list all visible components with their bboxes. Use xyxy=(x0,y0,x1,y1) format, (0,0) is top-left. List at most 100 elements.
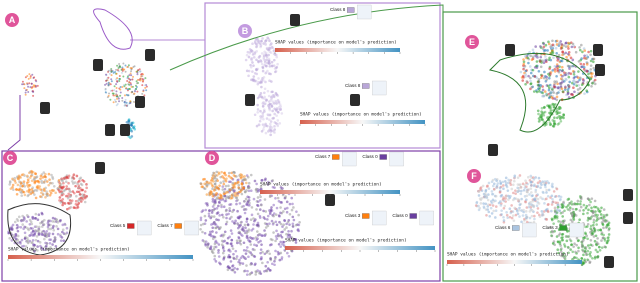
point xyxy=(212,198,215,201)
point xyxy=(600,207,603,210)
point xyxy=(586,225,589,228)
point xyxy=(231,182,234,185)
point xyxy=(603,216,606,219)
point xyxy=(256,237,259,240)
point xyxy=(203,240,206,243)
point xyxy=(261,114,264,117)
point xyxy=(249,240,252,243)
point xyxy=(281,256,284,259)
point xyxy=(282,194,285,197)
point xyxy=(557,206,560,209)
point xyxy=(42,230,45,233)
point xyxy=(495,205,498,208)
point xyxy=(214,183,217,186)
point xyxy=(531,86,534,89)
class-swatch xyxy=(332,155,339,160)
point xyxy=(229,250,232,253)
point xyxy=(32,95,34,97)
point xyxy=(492,210,495,213)
shap-thumbnail xyxy=(390,152,404,166)
point xyxy=(499,191,502,194)
point xyxy=(582,213,585,216)
point xyxy=(588,204,591,207)
point xyxy=(204,244,207,247)
point xyxy=(264,102,267,105)
point xyxy=(567,84,570,87)
point xyxy=(539,115,542,118)
point xyxy=(225,197,228,200)
point xyxy=(506,214,509,217)
point xyxy=(601,231,604,234)
point xyxy=(28,82,30,84)
point xyxy=(606,224,609,227)
point xyxy=(28,78,30,80)
point xyxy=(491,193,494,196)
point xyxy=(218,184,221,187)
point xyxy=(530,191,533,194)
point xyxy=(244,270,247,273)
class-swatch xyxy=(560,226,567,231)
point xyxy=(35,197,38,200)
point xyxy=(515,198,518,201)
item-icon xyxy=(505,44,515,56)
point xyxy=(554,82,557,85)
point xyxy=(215,171,218,174)
point xyxy=(541,107,544,110)
point xyxy=(273,260,276,263)
point xyxy=(116,98,118,100)
point xyxy=(46,242,49,245)
point xyxy=(601,246,604,249)
point xyxy=(245,189,248,192)
point xyxy=(513,180,516,183)
point xyxy=(510,183,513,186)
point xyxy=(534,199,537,202)
point xyxy=(105,91,107,93)
point xyxy=(564,88,567,91)
point xyxy=(541,118,544,121)
item-icon xyxy=(593,44,603,56)
point xyxy=(215,240,218,243)
point xyxy=(212,174,215,177)
point xyxy=(133,125,136,128)
point xyxy=(529,55,532,58)
point xyxy=(561,116,564,119)
point xyxy=(560,203,563,206)
point xyxy=(199,228,202,231)
point xyxy=(529,65,532,68)
point xyxy=(227,268,230,271)
point xyxy=(279,234,282,237)
point xyxy=(537,198,540,201)
point xyxy=(143,89,145,91)
point xyxy=(61,198,64,201)
point xyxy=(551,39,554,42)
point xyxy=(499,200,502,203)
point xyxy=(255,183,258,186)
point xyxy=(251,214,254,217)
point xyxy=(261,130,264,133)
point xyxy=(507,189,510,192)
point xyxy=(298,221,301,224)
point xyxy=(271,179,274,182)
point xyxy=(32,91,34,93)
point xyxy=(504,200,507,203)
point xyxy=(531,194,534,197)
point xyxy=(39,188,42,191)
point xyxy=(553,215,556,218)
point xyxy=(532,69,535,72)
point xyxy=(495,209,498,212)
point xyxy=(511,188,514,191)
point xyxy=(268,106,271,109)
point xyxy=(236,268,239,271)
point xyxy=(283,228,286,231)
point xyxy=(141,75,143,77)
point xyxy=(527,62,530,65)
shap-thumbnail xyxy=(342,152,356,166)
point xyxy=(297,214,300,217)
point xyxy=(554,195,557,198)
point xyxy=(253,56,256,59)
point xyxy=(247,255,250,258)
point xyxy=(264,81,267,84)
point xyxy=(518,207,521,210)
panel-letter: A xyxy=(9,15,16,25)
point xyxy=(73,206,76,209)
